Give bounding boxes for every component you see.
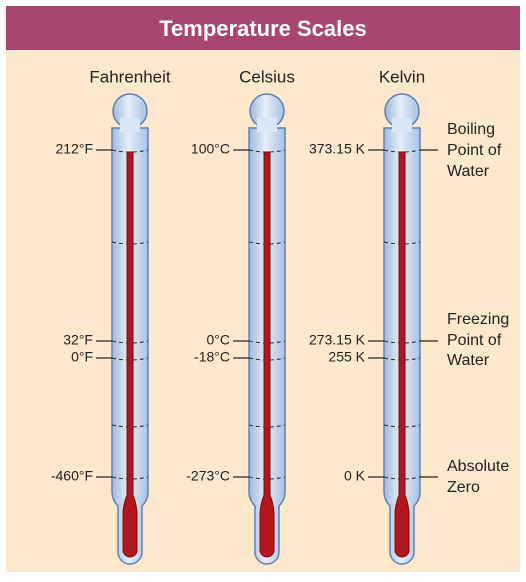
scale-dash (248, 340, 286, 344)
header-band (6, 6, 520, 50)
scale-dash (111, 357, 149, 361)
scale-dash (111, 424, 149, 428)
temperature-label: 373.15 K (309, 141, 366, 157)
mercury (259, 151, 275, 558)
bulb-neck (392, 118, 412, 132)
scale-dash (383, 340, 421, 344)
scale-dash (111, 476, 149, 480)
temperature-label: 273.15 K (309, 332, 366, 348)
scale-name: Fahrenheit (89, 67, 171, 86)
temperature-label: 212°F (55, 141, 93, 157)
bulb-neck (257, 118, 277, 132)
reference-label: Water (447, 352, 490, 369)
scale-dash (383, 149, 421, 153)
temperature-label: 100°C (191, 141, 230, 157)
scale-dash (248, 149, 286, 153)
bulb-neck (120, 118, 140, 132)
reference-label: Zero (447, 479, 480, 496)
reference-label: Point of (447, 142, 502, 159)
scale-dash (383, 357, 421, 361)
reference-label: Point of (447, 332, 502, 349)
reference-label: Water (447, 163, 490, 180)
scale-name: Kelvin (379, 67, 425, 86)
scale-name: Celsius (239, 67, 295, 86)
scale-dash (111, 340, 149, 344)
reference-label: Freezing (447, 311, 509, 328)
mercury (122, 151, 138, 558)
temperature-label: -18°C (194, 349, 230, 365)
temperature-label: 32°F (63, 332, 93, 348)
temperature-label: -460°F (51, 468, 93, 484)
scale-dash (111, 149, 149, 153)
scale-dash (111, 241, 149, 245)
reference-label: Absolute (447, 458, 509, 475)
scale-dash (248, 357, 286, 361)
scale-dash (383, 241, 421, 245)
scale-dash (383, 476, 421, 480)
scale-dash (383, 424, 421, 428)
title: Temperature Scales (159, 16, 366, 41)
temperature-label: 0°C (207, 332, 231, 348)
scale-dash (248, 241, 286, 245)
scale-dash (248, 424, 286, 428)
reference-label: Boiling (447, 121, 495, 138)
temperature-label: -273°C (186, 468, 230, 484)
thermometers: Fahrenheit 212°F 32°F0°F -460°F Celsius 100°C… (51, 67, 509, 565)
temperature-label: 0°F (71, 349, 93, 365)
scale-dash (248, 476, 286, 480)
temperature-label: 255 K (328, 349, 365, 365)
mercury (394, 151, 410, 558)
temperature-label: 0 K (344, 468, 366, 484)
